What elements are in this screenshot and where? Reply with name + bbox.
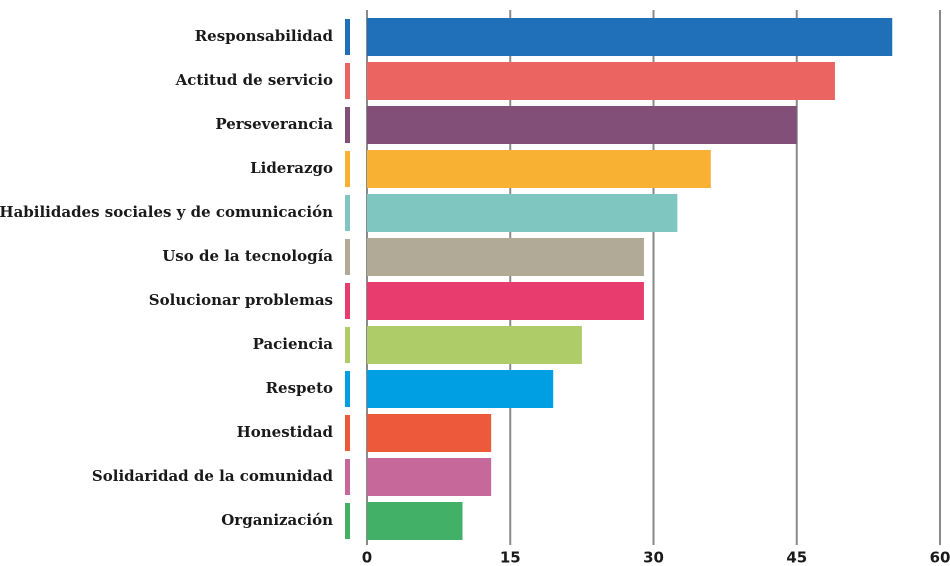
y-tick-label: Liderazgo bbox=[250, 159, 333, 177]
bar bbox=[367, 282, 644, 320]
bar bbox=[367, 326, 582, 364]
y-tick-label: Responsabilidad bbox=[195, 27, 334, 45]
legend-stub bbox=[345, 195, 350, 231]
legend-stub bbox=[345, 503, 350, 539]
bar bbox=[367, 18, 893, 56]
bar bbox=[367, 458, 492, 496]
y-tick-label: Solidaridad de la comunidad bbox=[92, 467, 334, 485]
y-tick-label: Honestidad bbox=[237, 423, 334, 441]
bar bbox=[367, 370, 554, 408]
legend-stub bbox=[345, 19, 350, 55]
x-tick-label: 60 bbox=[930, 549, 950, 566]
y-tick-label: Solucionar problemas bbox=[149, 291, 333, 309]
x-tick-label: 0 bbox=[362, 549, 372, 566]
legend-stub bbox=[345, 239, 350, 275]
legend-stub bbox=[345, 107, 350, 143]
legend-stub bbox=[345, 327, 350, 363]
bar bbox=[367, 106, 797, 144]
bar bbox=[367, 502, 463, 540]
legend-stub bbox=[345, 283, 350, 319]
bar bbox=[367, 150, 711, 188]
y-tick-label: Habilidades sociales y de comunicación bbox=[0, 203, 333, 221]
y-tick-label: Uso de la tecnología bbox=[162, 247, 333, 265]
x-tick-label: 30 bbox=[643, 549, 664, 566]
x-tick-label: 15 bbox=[500, 549, 521, 566]
legend-stub bbox=[345, 459, 350, 495]
legend-stub bbox=[345, 151, 350, 187]
bar bbox=[367, 238, 644, 276]
bar bbox=[367, 194, 678, 232]
y-tick-label: Actitud de servicio bbox=[175, 71, 333, 89]
x-tick-label: 45 bbox=[786, 549, 807, 566]
bar bbox=[367, 62, 835, 100]
legend-stub bbox=[345, 371, 350, 407]
y-tick-label: Respeto bbox=[266, 379, 333, 397]
bar bbox=[367, 414, 492, 452]
legend-stub bbox=[345, 415, 350, 451]
legend-stub bbox=[345, 63, 350, 99]
y-tick-label: Paciencia bbox=[253, 335, 334, 353]
y-tick-label: Perseverancia bbox=[215, 115, 333, 133]
y-tick-label: Organización bbox=[221, 511, 333, 529]
